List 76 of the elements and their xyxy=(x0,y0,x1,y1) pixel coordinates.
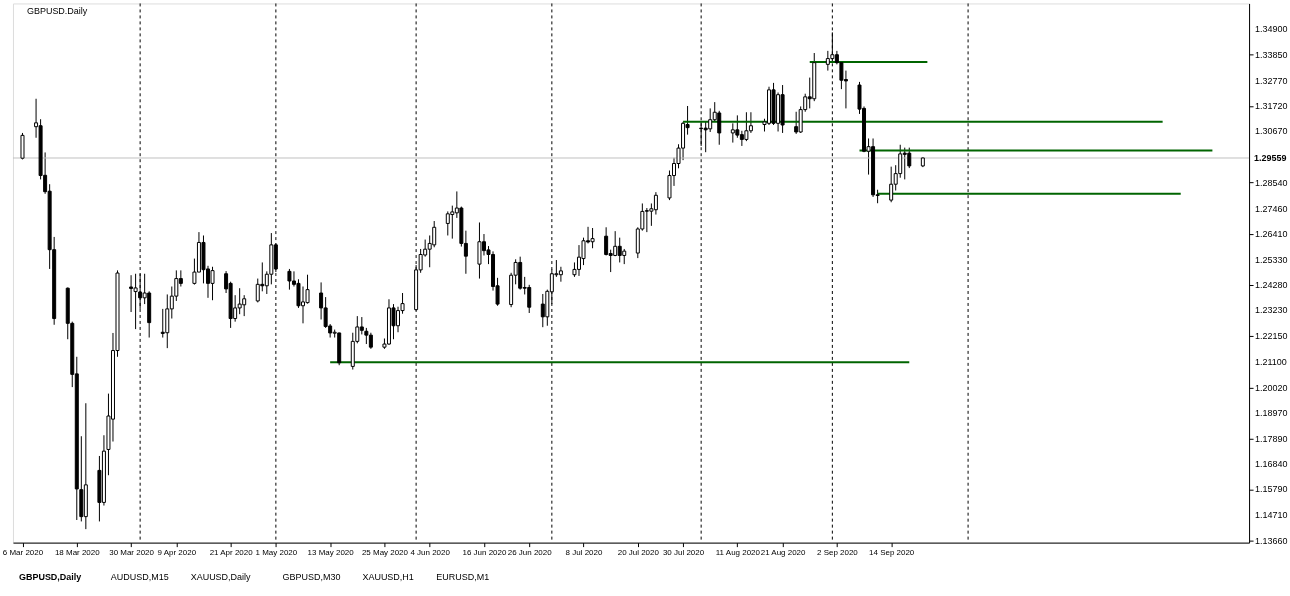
y-tick-label: 1.17890 xyxy=(1255,433,1288,444)
x-tick-label: 2 Sep 2020 xyxy=(816,548,859,558)
x-tick-label: 9 Apr 2020 xyxy=(157,548,197,558)
candlestick xyxy=(703,121,708,153)
candlestick xyxy=(129,274,134,313)
chart-title: GBPUSD.Daily xyxy=(26,6,88,17)
x-tick-label: 30 Jul 2020 xyxy=(662,548,705,558)
x-tick-label: 26 Jun 2020 xyxy=(507,548,553,558)
y-tick-label: 1.34900 xyxy=(1255,24,1288,35)
x-tick-label: 30 Mar 2020 xyxy=(109,548,155,558)
x-tick-label: 21 Apr 2020 xyxy=(209,548,254,558)
y-tick-label: 1.27460 xyxy=(1255,203,1288,214)
candlestick xyxy=(604,226,609,256)
candlestick xyxy=(210,266,215,301)
y-tick-label: 1.20020 xyxy=(1255,382,1288,393)
candlestick xyxy=(160,308,165,339)
x-tick-label: 4 Jun 2020 xyxy=(410,548,451,558)
text: GBPUSD,Daily xyxy=(18,571,82,582)
y-tick-label: 1.22150 xyxy=(1255,331,1288,342)
y-tick-label: 1.28540 xyxy=(1255,177,1288,188)
x-tick-label: 18 Mar 2020 xyxy=(54,548,101,558)
y-tick-label: 1.24280 xyxy=(1255,280,1288,291)
candlestick xyxy=(165,293,170,349)
candlestick xyxy=(432,220,437,248)
candlestick xyxy=(242,294,247,317)
ref-line-label: 1.29559 xyxy=(1254,153,1287,163)
y-tick-label: 1.32770 xyxy=(1255,75,1288,86)
candlestick xyxy=(237,287,242,315)
x-tick-label: 20 Jul 2020 xyxy=(617,548,660,558)
y-tick-label: 1.25330 xyxy=(1255,254,1288,265)
y-tick-label: 1.13660 xyxy=(1255,535,1288,546)
candlestick xyxy=(735,114,740,139)
x-tick-label: 21 Aug 2020 xyxy=(760,548,807,558)
candlestick xyxy=(617,237,622,263)
y-tick-label: 1.26410 xyxy=(1255,228,1288,239)
candlestick xyxy=(653,191,658,216)
y-tick-label: 1.18970 xyxy=(1255,407,1288,418)
candlestick xyxy=(445,210,450,236)
candlestick xyxy=(287,268,292,291)
y-tick-label: 1.16840 xyxy=(1255,459,1288,470)
y-tick-label: 1.23230 xyxy=(1255,305,1288,316)
y-tick-label: 1.21100 xyxy=(1255,356,1287,367)
candlestick xyxy=(907,147,912,169)
candlestick xyxy=(590,227,595,249)
x-tick-label: 25 May 2020 xyxy=(361,548,409,558)
text: XAUUSD,H1 xyxy=(362,571,414,582)
candlestick xyxy=(708,107,713,133)
text: EURUSD,M1 xyxy=(436,571,490,582)
candlestick xyxy=(730,122,735,144)
x-tick-label: 14 Sep 2020 xyxy=(869,548,915,558)
x-tick-label: 8 Jul 2020 xyxy=(565,548,603,558)
y-tick-label: 1.15790 xyxy=(1255,484,1288,495)
candlestick xyxy=(902,147,907,180)
x-tick-label: 13 May 2020 xyxy=(307,548,355,558)
candlestick xyxy=(540,293,545,328)
candlestick xyxy=(744,111,749,142)
x-tick-label: 6 Mar 2020 xyxy=(2,548,44,558)
candlestick xyxy=(558,266,563,283)
candlestick xyxy=(613,230,618,257)
candlestick xyxy=(477,221,482,280)
text: GBPUSD,M30 xyxy=(282,571,341,582)
candlestick xyxy=(794,111,799,135)
candlestick xyxy=(889,166,894,203)
y-tick-label: 1.14710 xyxy=(1255,510,1288,521)
x-tick-label: 1 May 2020 xyxy=(255,548,298,558)
candlestick xyxy=(450,205,455,240)
candlestick xyxy=(20,132,25,160)
y-tick-label: 1.33850 xyxy=(1255,49,1288,60)
text: XAUUSD,Daily xyxy=(190,571,252,582)
candlestick xyxy=(527,284,532,314)
x-tick-label: 16 Jun 2020 xyxy=(462,548,507,558)
text: AUDUSD,M15 xyxy=(110,571,169,582)
candlestick xyxy=(717,110,722,146)
y-tick-label: 1.31720 xyxy=(1255,100,1288,111)
y-tick-label: 1.30670 xyxy=(1255,126,1288,137)
x-tick-label: 11 Aug 2020 xyxy=(715,548,761,558)
